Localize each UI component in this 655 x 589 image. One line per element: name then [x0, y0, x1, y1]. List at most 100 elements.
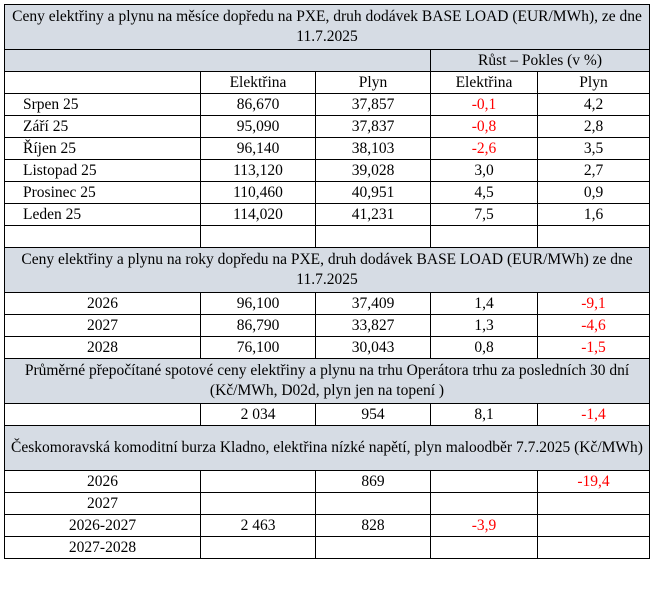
empty-row	[4, 225, 651, 248]
electricity-change: 8,1	[430, 403, 538, 426]
row-label: Říjen 25	[4, 137, 201, 160]
gas-price: 41,231	[315, 203, 431, 226]
row-label: Září 25	[4, 115, 201, 138]
gas-change: 0,9	[536, 181, 651, 204]
table-row: 2 034 954 8,1 -1,4	[4, 403, 651, 426]
column-header: Plyn	[315, 71, 431, 94]
table-row: Září 25 95,090 37,837 -0,8 2,8	[4, 115, 651, 138]
gas-price	[315, 536, 431, 559]
gas-price: 954	[315, 403, 431, 426]
electricity-price	[200, 470, 316, 493]
row-label: 2026-2027	[4, 514, 201, 537]
gas-price: 828	[315, 514, 431, 537]
row-label: Prosinec 25	[4, 181, 201, 204]
gas-change: 3,5	[536, 137, 651, 160]
table-row: 2026-2027 2 463 828 -3,9	[4, 514, 651, 537]
gas-change: -1,5	[536, 336, 651, 359]
row-label: Srpen 25	[4, 93, 201, 116]
table-row: Leden 25 114,020 41,231 7,5 1,6	[4, 203, 651, 226]
electricity-price: 76,100	[200, 336, 316, 359]
electricity-change: 4,5	[430, 181, 538, 204]
electricity-price: 86,790	[200, 314, 316, 337]
row-label: 2026	[4, 470, 201, 493]
gas-change: -1,4	[536, 403, 651, 426]
section-title-row: Ceny elektřiny a plynu na roky dopředu n…	[3, 247, 651, 293]
electricity-price: 96,140	[200, 137, 316, 160]
gas-change: 4,2	[536, 93, 651, 116]
electricity-change	[430, 470, 538, 493]
row-label: Leden 25	[4, 203, 201, 226]
gas-change	[536, 536, 651, 559]
electricity-change: -3,9	[430, 514, 538, 537]
column-header: Elektřina	[200, 71, 316, 94]
column-header: Plyn	[536, 71, 651, 94]
row-label: 2028	[4, 336, 201, 359]
electricity-change: 7,5	[430, 203, 538, 226]
electricity-price: 110,460	[200, 181, 316, 204]
empty-cell	[430, 225, 538, 248]
gas-price: 37,837	[315, 115, 431, 138]
electricity-price: 2 463	[200, 514, 316, 537]
electricity-price: 95,090	[200, 115, 316, 138]
table-row: Říjen 25 96,140 38,103 -2,6 3,5	[4, 137, 651, 160]
electricity-change: -2,6	[430, 137, 538, 160]
row-label	[4, 403, 201, 426]
electricity-change: 1,4	[430, 292, 538, 315]
table-row: Listopad 25 113,120 39,028 3,0 2,7	[4, 159, 651, 182]
gas-change: -4,6	[536, 314, 651, 337]
electricity-change	[430, 536, 538, 559]
table-row: 2027-2028	[4, 536, 651, 559]
gas-price: 37,409	[315, 292, 431, 315]
gas-price: 33,827	[315, 314, 431, 337]
blank-cell	[4, 49, 431, 72]
gas-change: 2,8	[536, 115, 651, 138]
column-header-row: Elektřina Plyn Elektřina Plyn	[4, 71, 651, 94]
energy-prices-table: Ceny elektřiny a plynu na měsíce dopředu…	[3, 4, 651, 559]
table-row: 2026 869 -19,4	[4, 470, 651, 493]
empty-cell	[536, 225, 651, 248]
electricity-price: 96,100	[200, 292, 316, 315]
growth-header: Růst – Pokles (v %)	[429, 49, 651, 72]
electricity-price: 114,020	[200, 203, 316, 226]
section-title-row: Ceny elektřiny a plynu na měsíce dopředu…	[3, 4, 651, 50]
section-title: Českomoravská komoditní burza Kladno, el…	[3, 425, 651, 471]
electricity-price	[200, 492, 316, 515]
empty-cell	[315, 225, 431, 248]
gas-price: 30,043	[315, 336, 431, 359]
gas-price: 37,857	[315, 93, 431, 116]
row-label: Listopad 25	[4, 159, 201, 182]
electricity-change	[430, 492, 538, 515]
section-title-row: Průměrné přepočítané spotové ceny elektř…	[3, 358, 651, 404]
section-title-row: Českomoravská komoditní burza Kladno, el…	[3, 425, 651, 471]
section-title: Ceny elektřiny a plynu na roky dopředu n…	[3, 247, 651, 293]
table-row: Prosinec 25 110,460 40,951 4,5 0,9	[4, 181, 651, 204]
empty-cell	[200, 225, 316, 248]
growth-header-row: Růst – Pokles (v %)	[4, 49, 651, 72]
gas-change: -19,4	[536, 470, 651, 493]
row-label: 2026	[4, 292, 201, 315]
gas-change: 2,7	[536, 159, 651, 182]
row-label: 2027-2028	[4, 536, 201, 559]
table-row: 2027 86,790 33,827 1,3 -4,6	[4, 314, 651, 337]
gas-price: 39,028	[315, 159, 431, 182]
electricity-change: 3,0	[430, 159, 538, 182]
row-label: 2027	[4, 314, 201, 337]
row-label: 2027	[4, 492, 201, 515]
empty-cell	[4, 225, 201, 248]
gas-price	[315, 492, 431, 515]
electricity-price: 113,120	[200, 159, 316, 182]
electricity-price: 86,670	[200, 93, 316, 116]
gas-price: 869	[315, 470, 431, 493]
electricity-change: -0,8	[430, 115, 538, 138]
electricity-change: 1,3	[430, 314, 538, 337]
table-row: 2027	[4, 492, 651, 515]
blank-cell	[4, 71, 201, 94]
electricity-change: -0,1	[430, 93, 538, 116]
column-header: Elektřina	[430, 71, 538, 94]
section-title: Průměrné přepočítané spotové ceny elektř…	[3, 358, 651, 404]
gas-change: -9,1	[536, 292, 651, 315]
table-row: 2028 76,100 30,043 0,8 -1,5	[4, 336, 651, 359]
gas-change	[536, 492, 651, 515]
electricity-price: 2 034	[200, 403, 316, 426]
gas-change	[536, 514, 651, 537]
